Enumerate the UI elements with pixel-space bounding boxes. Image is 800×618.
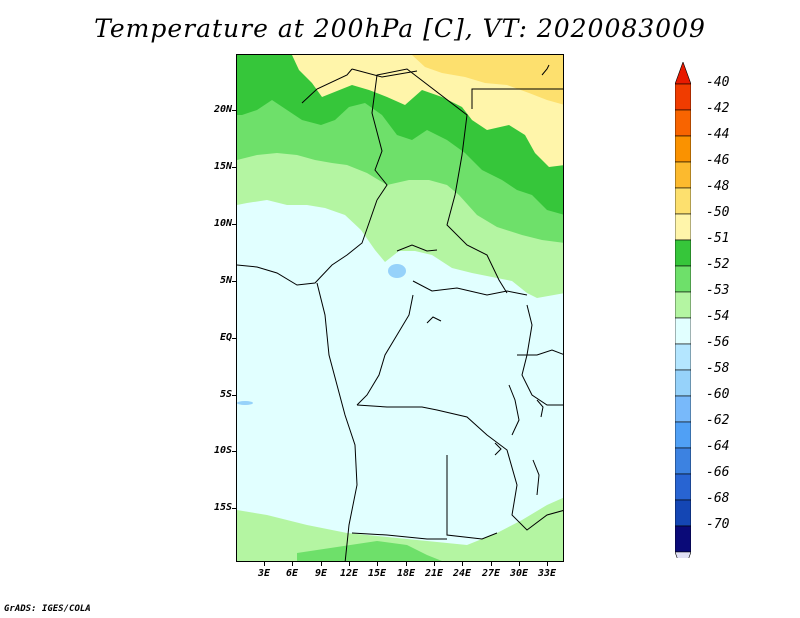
lon-label: 30E bbox=[509, 568, 529, 579]
legend-swatch bbox=[675, 499, 691, 527]
lat-label: 15S bbox=[213, 502, 232, 513]
country-borders bbox=[237, 64, 563, 561]
legend-label: -40 bbox=[706, 75, 730, 90]
lat-label: 20N bbox=[213, 104, 232, 115]
footer-credit: GrADS: IGES/COLA bbox=[4, 604, 91, 614]
legend-label: -56 bbox=[706, 335, 730, 350]
legend-label: -60 bbox=[706, 387, 730, 402]
lat-label: 5S bbox=[219, 389, 232, 400]
contour-south-mid-green bbox=[297, 541, 442, 561]
legend-label: -68 bbox=[706, 491, 730, 506]
legend-label: -62 bbox=[706, 413, 730, 428]
legend-swatch bbox=[675, 265, 691, 293]
lon-label: 27E bbox=[481, 568, 501, 579]
legend-label: -42 bbox=[706, 101, 730, 116]
lon-label: 15E bbox=[367, 568, 387, 579]
lon-label: 21E bbox=[424, 568, 444, 579]
legend-swatch bbox=[675, 395, 691, 423]
lat-label: 10S bbox=[213, 445, 232, 456]
lon-label: 24E bbox=[452, 568, 472, 579]
lat-label: 5N bbox=[219, 275, 232, 286]
color-legend bbox=[675, 62, 691, 558]
map-title: Temperature at 200hPa [C], VT: 202008300… bbox=[94, 14, 706, 43]
lat-label: 15N bbox=[213, 161, 232, 172]
legend-label: -70 bbox=[706, 517, 730, 532]
legend-swatch bbox=[675, 291, 691, 319]
lakes bbox=[426, 316, 544, 496]
legend-label: -48 bbox=[706, 179, 730, 194]
legend-label: -58 bbox=[706, 361, 730, 376]
lon-label: 18E bbox=[396, 568, 416, 579]
legend-swatch bbox=[675, 551, 691, 558]
lat-label: EQ bbox=[219, 332, 232, 343]
temperature-field bbox=[237, 55, 563, 561]
legend-swatch bbox=[675, 447, 691, 475]
legend-swatch bbox=[675, 213, 691, 241]
legend-swatch bbox=[675, 473, 691, 501]
legend-swatch bbox=[675, 135, 691, 163]
legend-swatch bbox=[675, 62, 691, 85]
contour-light-blue bbox=[388, 264, 406, 278]
legend-label: -53 bbox=[706, 283, 730, 298]
legend-swatch bbox=[675, 161, 691, 189]
contour-yellow bbox=[412, 55, 563, 105]
legend-label: -44 bbox=[706, 127, 730, 142]
legend-swatch bbox=[675, 187, 691, 215]
lat-label: 10N bbox=[213, 218, 232, 229]
legend-label: -52 bbox=[706, 257, 730, 272]
legend-swatch bbox=[675, 83, 691, 111]
legend-label: -51 bbox=[706, 231, 730, 246]
lon-label: 33E bbox=[537, 568, 557, 579]
contour-light-blue bbox=[237, 401, 253, 405]
contour-south-light-green bbox=[237, 497, 563, 561]
lon-label: 12E bbox=[339, 568, 359, 579]
legend-swatch bbox=[675, 369, 691, 397]
lon-label: 3E bbox=[257, 568, 271, 579]
legend-swatch bbox=[675, 109, 691, 137]
legend-label: -64 bbox=[706, 439, 730, 454]
legend-swatch bbox=[675, 525, 691, 553]
legend-swatch bbox=[675, 317, 691, 345]
legend-swatch bbox=[675, 421, 691, 449]
legend-label: -50 bbox=[706, 205, 730, 220]
map-plot-area bbox=[236, 54, 564, 562]
legend-swatch bbox=[675, 239, 691, 267]
legend-label: -66 bbox=[706, 465, 730, 480]
legend-swatch bbox=[675, 343, 691, 371]
legend-label: -46 bbox=[706, 153, 730, 168]
legend-label: -54 bbox=[706, 309, 730, 324]
lon-label: 9E bbox=[314, 568, 328, 579]
lon-label: 6E bbox=[285, 568, 299, 579]
